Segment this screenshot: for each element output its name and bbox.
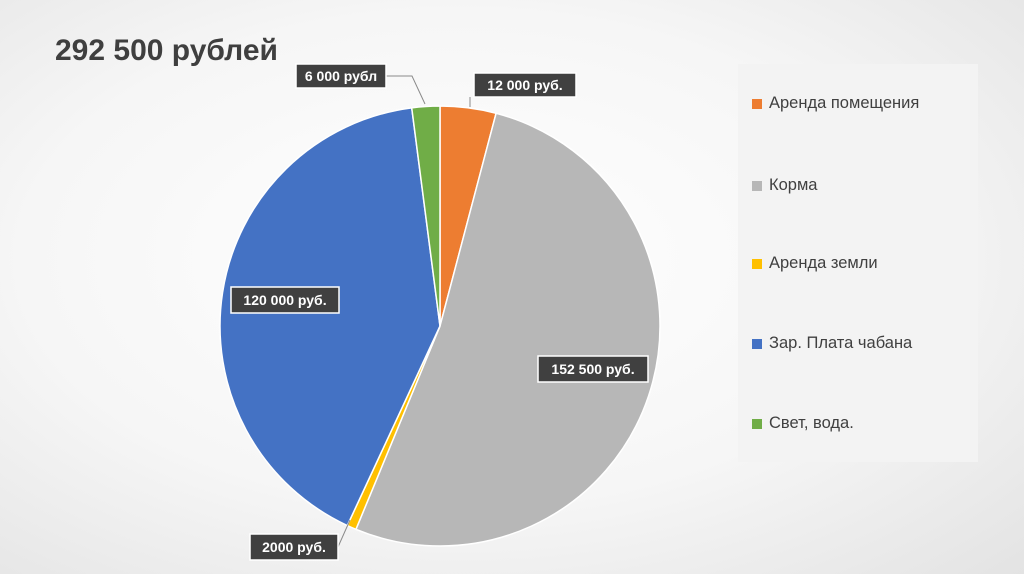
legend: Аренда помещения Корма Аренда земли Зар. Пл… [738,64,978,462]
data-label-box [230,286,340,314]
data-label-box [537,355,649,383]
legend-label: Свет, вода. [769,414,854,432]
slice-5 [410,105,441,327]
data-label: 12 000 руб. [487,77,562,93]
leader-lines [337,75,471,548]
chart-title: 292 500 рублей [55,34,278,67]
slice-2 [354,112,661,547]
legend-item: Зар. Плата чабана [752,334,912,353]
legend-item: Корма [752,176,818,195]
legend-label: Аренда помещения [769,94,920,112]
legend-label: Аренда земли [769,254,878,272]
data-labels: 12 000 руб. 152 500 руб. 2000 руб. 120 000 … [230,63,649,561]
legend-swatch [752,180,762,191]
pie-slices [219,105,661,547]
legend-swatch [752,338,762,349]
legend-label: Корма [769,176,818,194]
data-label: 152 500 руб. [551,361,634,377]
data-label-box [249,533,339,561]
legend-label: Зар. Плата чабана [769,334,913,352]
legend-item: Аренда помещения [752,94,919,113]
legend-item: Аренда земли [752,254,878,273]
data-label-box [295,63,387,89]
data-label-box [473,72,577,98]
legend-swatch [752,418,762,429]
data-label: 2000 руб. [262,539,326,555]
data-label: 6 000 рубл [305,68,377,84]
leader-line [337,519,351,548]
legend-swatch [752,258,762,269]
data-label: 120 000 руб. [243,292,326,308]
legend-item: Свет, вода. [752,414,854,433]
legend-swatch [752,98,762,109]
leader-line [386,75,426,105]
slice-4 [219,106,441,527]
